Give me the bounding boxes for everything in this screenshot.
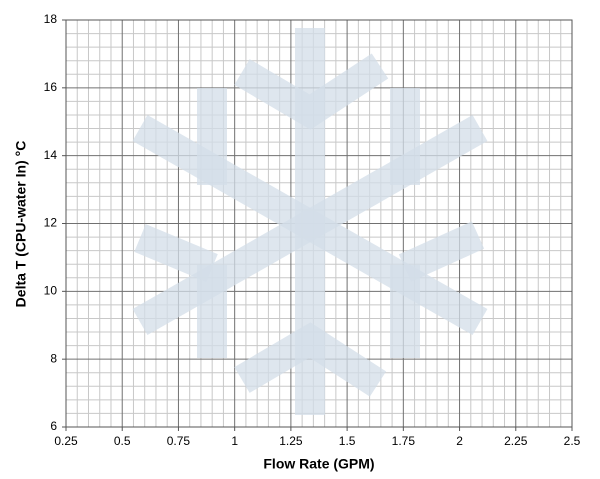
y-axis-title: Delta T (CPU-water In) °C (13, 141, 29, 308)
x-tick-label: 0.75 (167, 434, 191, 448)
x-tick-label: 1 (231, 434, 238, 448)
x-tick-label: 0.25 (54, 434, 78, 448)
x-tick-label: 1.75 (392, 434, 416, 448)
x-tick-label: 1.25 (279, 434, 303, 448)
y-tick-label: 6 (50, 419, 57, 433)
y-tick-label: 12 (44, 216, 58, 230)
y-tick-label: 10 (44, 284, 58, 298)
snowflake-watermark (132, 28, 488, 415)
x-tick-label: 2.25 (504, 434, 528, 448)
x-tick-label: 2 (456, 434, 463, 448)
y-tick-label: 18 (44, 12, 58, 26)
x-axis-title: Flow Rate (GPM) (263, 456, 374, 472)
y-tick-label: 16 (44, 80, 58, 94)
y-tick-label: 14 (44, 148, 58, 162)
y-tick-label: 8 (50, 351, 57, 365)
x-tick-label: 0.5 (114, 434, 131, 448)
x-tick-label: 2.5 (564, 434, 581, 448)
x-tick-label: 1.5 (339, 434, 356, 448)
